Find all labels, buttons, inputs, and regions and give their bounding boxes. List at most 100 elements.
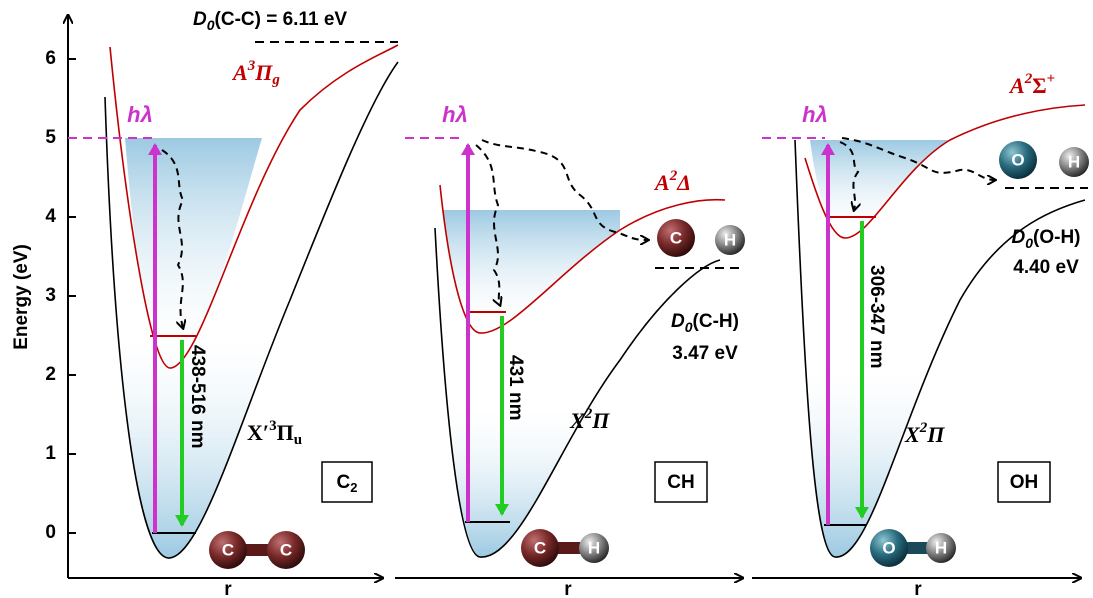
relaxation-arrow (161, 149, 183, 328)
y-tick-label: 6 (45, 48, 56, 69)
text-part: 2 (669, 168, 678, 184)
ground-state: X′3Πu (247, 418, 302, 448)
text-part: D (671, 311, 685, 332)
text-part: Π (277, 420, 294, 445)
text-part: D (193, 9, 207, 30)
text-part: Π (591, 408, 610, 433)
atom (999, 141, 1037, 179)
atom-label: C (280, 540, 292, 559)
text-part: A (653, 170, 670, 195)
excitation-label: hλ (802, 102, 828, 127)
text-part: (O-H) (1033, 227, 1080, 248)
text-part: 3 (269, 418, 277, 434)
atom-label: H (588, 538, 600, 557)
molecule-box (654, 461, 708, 503)
relaxation-arrow (475, 144, 500, 305)
molecule-box (321, 461, 373, 503)
excitation-label: hλ (442, 102, 468, 127)
text-part: D (1011, 227, 1025, 248)
text-part: Π (254, 60, 273, 85)
text-part: C (337, 472, 351, 493)
text-part: X (569, 408, 586, 433)
text-part: X (904, 422, 921, 447)
x-axis-label: r (914, 579, 922, 598)
panel-oh: hλ 306-347 nm A2Σ+ X2Π D0(O-H) 4.40 eV O… (762, 71, 1089, 567)
atom-label: O (1011, 150, 1024, 169)
atom-label: C (670, 228, 682, 247)
molecule-label: CH (667, 472, 694, 493)
text-part: A (1008, 73, 1025, 98)
upper-state: A2Σ+ (1008, 71, 1055, 98)
text-part: 3 (247, 58, 256, 74)
text-part: (C-H) (693, 311, 739, 332)
text-part: 2 (350, 480, 357, 495)
atom (715, 225, 745, 255)
excited-curve (439, 184, 726, 334)
emission-label: 438-516 nm (187, 345, 208, 449)
text-part: (C-C) = 6.11 eV (215, 9, 348, 30)
y-tick-label: 3 (45, 285, 56, 306)
text-part: g (271, 72, 280, 88)
ground-state: X2Π (904, 420, 945, 447)
text-part: 0 (685, 319, 693, 335)
atom-label: H (724, 230, 736, 249)
text-part: 2 (919, 420, 928, 436)
text-part: u (294, 432, 302, 448)
text-part: A (231, 60, 248, 85)
atom (521, 529, 559, 567)
well-fill (810, 140, 950, 238)
panel-ch: hλ 431 nm A2Δ X2Π D0(C-H) 3.47 eV C H CH… (405, 102, 745, 567)
atom (870, 529, 908, 567)
text-part: Σ (1032, 73, 1046, 98)
molecule-box (997, 461, 1051, 503)
atom-label: H (935, 538, 947, 557)
atom (1059, 147, 1089, 177)
text-part: + (1047, 71, 1056, 87)
text-part: 0 (1025, 235, 1033, 251)
atom-label: H (1068, 152, 1080, 171)
x-axis-label: r (224, 579, 232, 598)
text-part: Π (926, 422, 945, 447)
atom-label: O (882, 538, 895, 557)
dissociation-energy: D0(O-H) (1011, 227, 1080, 251)
atom (657, 219, 695, 257)
axes: Energy (eV) r r r 0 1 2 3 4 5 6 (11, 16, 1080, 598)
y-axis-label: Energy (eV) (11, 244, 32, 350)
y-tick-label: 4 (45, 206, 56, 227)
molecule-label: OH (1010, 472, 1039, 493)
emission-label: 306-347 nm (866, 265, 887, 369)
well-fill (443, 210, 620, 334)
atom (209, 531, 247, 569)
panel-c2: hλ 438-516 nm A3Πg X′3Πu D0(C-C) = 6.11 … (68, 9, 399, 569)
text-part: 2 (1024, 71, 1033, 87)
emission-label: 431 nm (505, 355, 526, 420)
well-fill (125, 138, 262, 368)
dissociation-energy: 3.47 eV (672, 343, 738, 364)
relaxation-arrow (481, 139, 648, 240)
x-axis-label: r (564, 579, 572, 598)
molecule-label: C2 (337, 472, 358, 495)
upper-state: A3Πg (231, 58, 280, 88)
ground-curve (104, 61, 399, 559)
text-part: 2 (584, 406, 593, 422)
atom (267, 531, 305, 569)
atom-label: C (534, 538, 546, 557)
atom-label: C (222, 540, 234, 559)
atom (926, 533, 956, 563)
text-part: Δ (676, 170, 691, 195)
text-part: 0 (207, 17, 215, 33)
y-tick-label: 2 (45, 364, 56, 385)
relaxation-arrow (839, 141, 858, 210)
well-fill (795, 140, 1085, 558)
ground-curve (794, 139, 1086, 558)
text-part: X′ (247, 420, 269, 445)
atom (579, 533, 609, 563)
y-tick-label: 5 (45, 127, 56, 148)
upper-state: A2Δ (653, 168, 691, 195)
excited-curve (109, 44, 399, 369)
dissociation-energy: 4.40 eV (1013, 257, 1079, 278)
dissociation-energy: D0(C-H) (671, 311, 739, 335)
ground-curve (434, 227, 721, 558)
ground-state: X2Π (569, 406, 610, 433)
